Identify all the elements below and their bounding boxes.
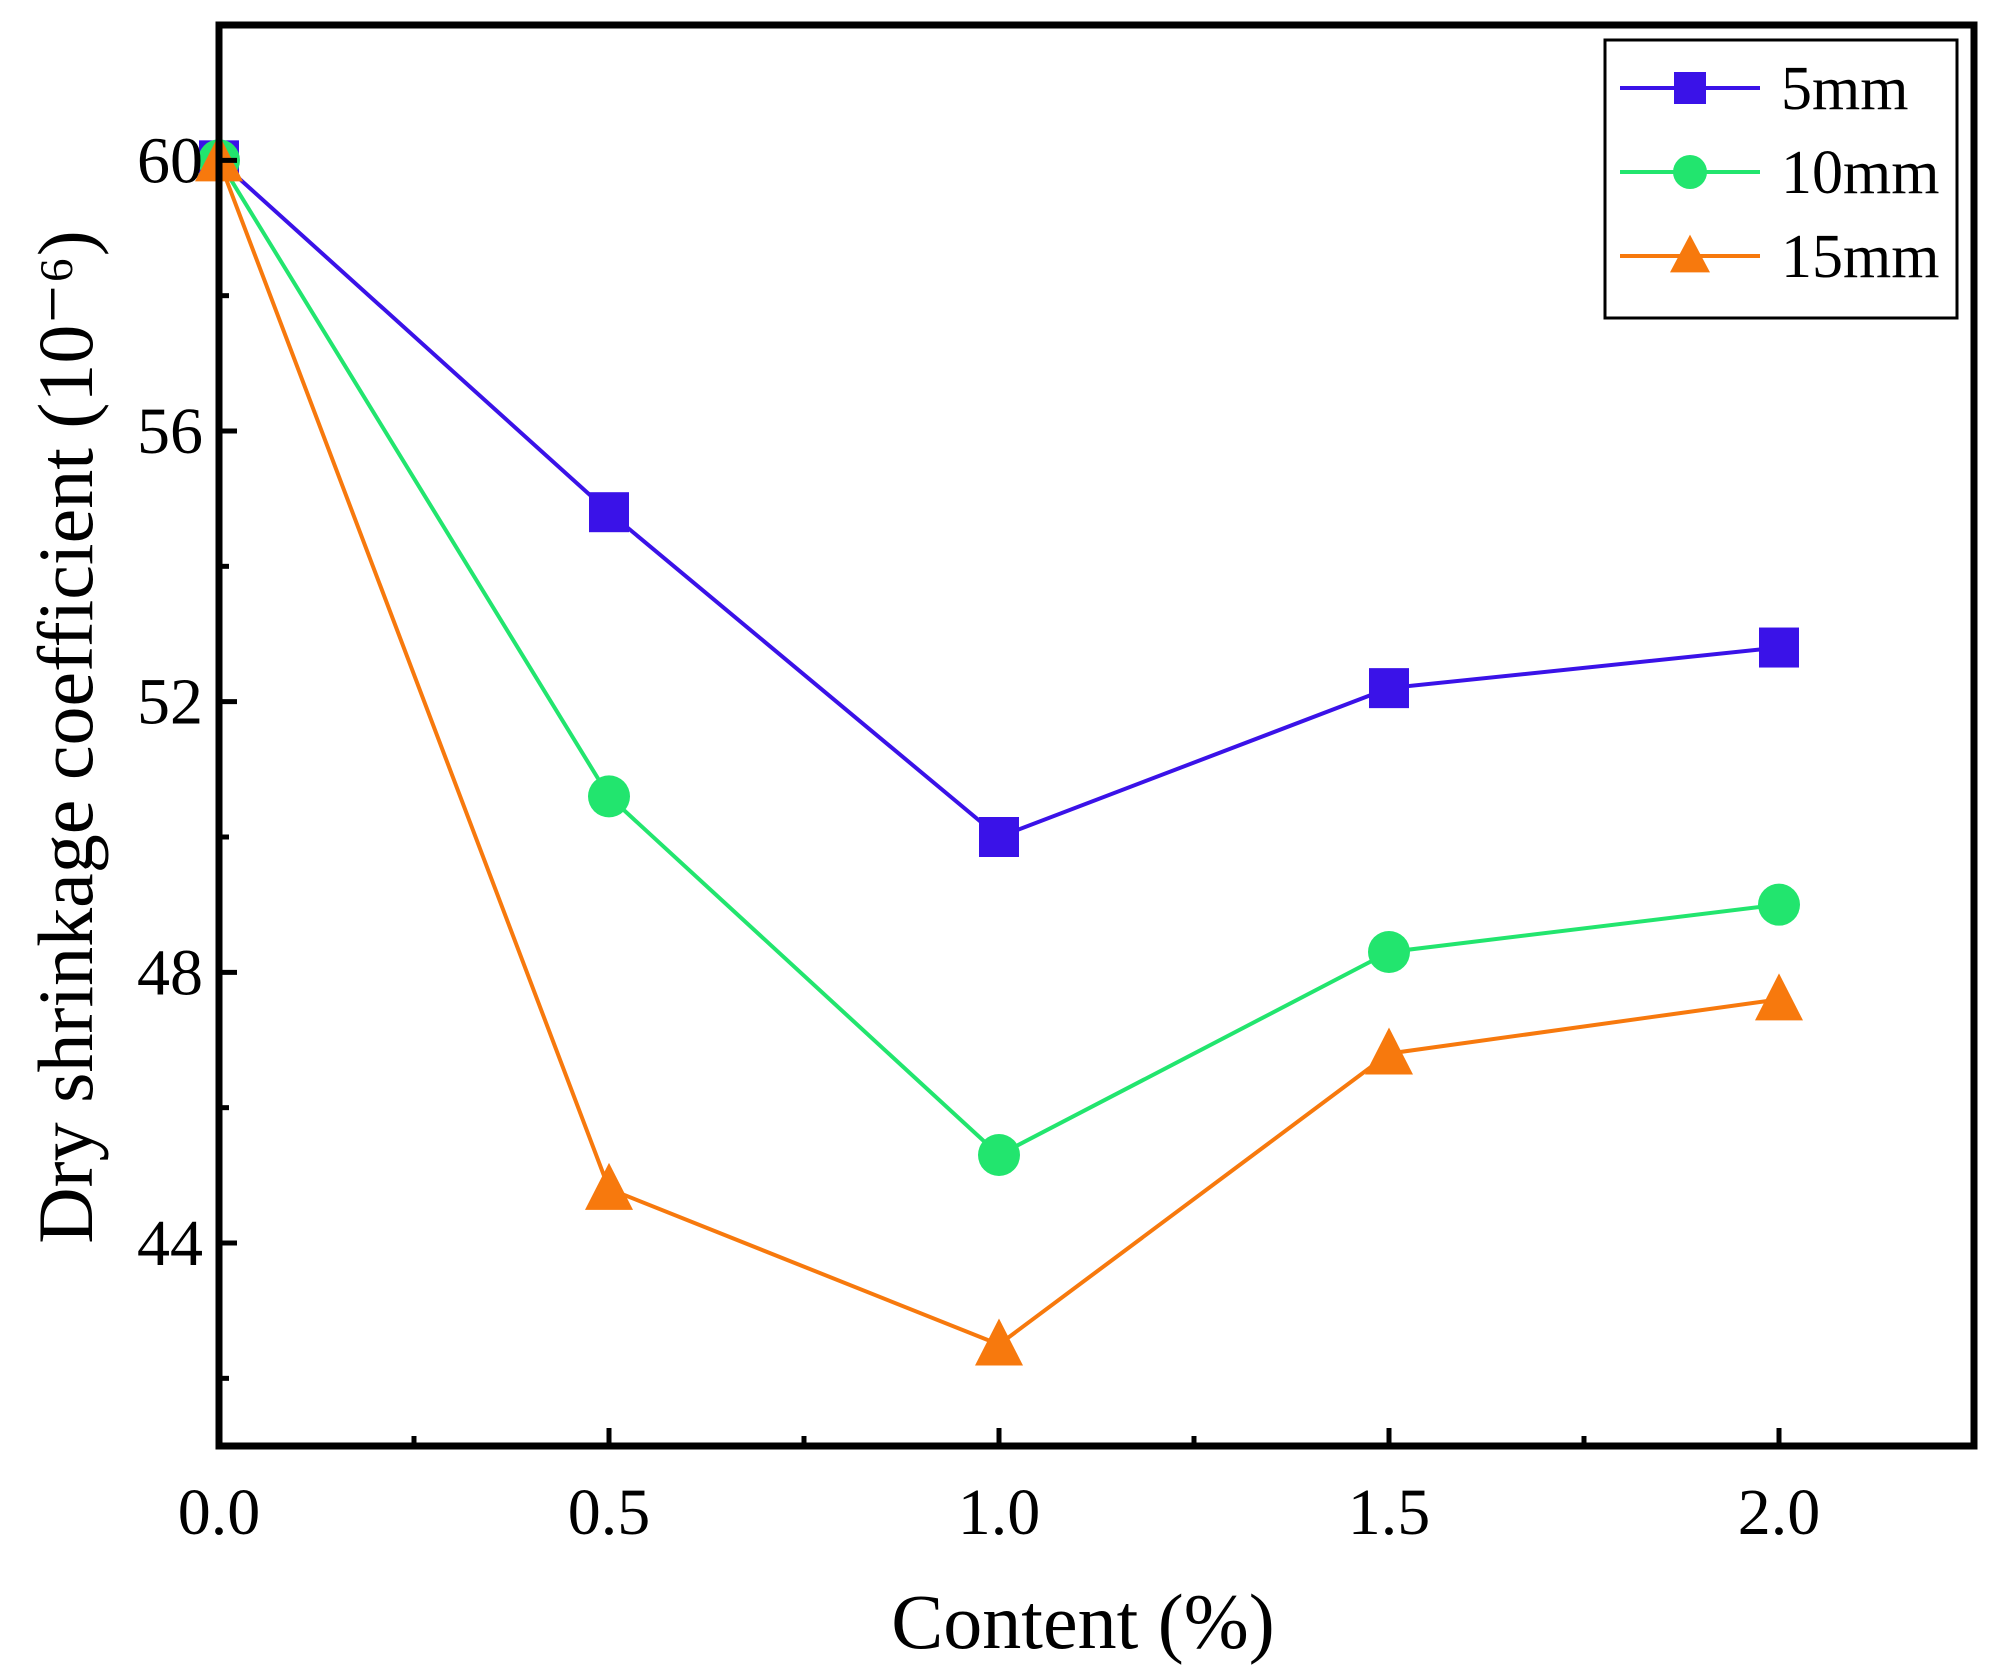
legend-item-15mm: 15mm: [1620, 223, 1939, 291]
x-axis-title: Content (%): [891, 1578, 1274, 1665]
x-tick-label: 2.0: [1738, 1476, 1821, 1549]
y-tick-label: 48: [137, 936, 203, 1009]
data-point-15mm-0.5: [585, 1162, 633, 1210]
legend-marker-10mm: [1673, 155, 1707, 189]
data-point-10mm-1.5: [1368, 931, 1410, 974]
y-tick-label: 56: [137, 395, 203, 468]
y-tick-label: 52: [137, 666, 203, 739]
data-point-10mm-2: [1758, 883, 1800, 926]
legend: 5mm 10mm 15mm: [1603, 38, 1959, 320]
y-axis-title: Dry shrinkage coefficient (10⁻⁶): [22, 230, 109, 1243]
data-point-15mm-2: [1755, 973, 1803, 1021]
legend-marker-15mm: [1670, 234, 1710, 273]
x-tick-label: 1.5: [1348, 1476, 1431, 1549]
data-point-15mm-1.5: [1365, 1027, 1413, 1075]
legend-item-5mm: 5mm: [1620, 55, 1908, 123]
legend-label-5mm: 5mm: [1781, 55, 1908, 123]
data-point-10mm-1: [978, 1134, 1020, 1177]
data-point-5mm-2: [1759, 627, 1799, 668]
legend-label-10mm: 10mm: [1781, 139, 1939, 207]
axes: 0.0 0.5 1.0 1.5 2.0 44 48 52 56 60: [137, 21, 1978, 1549]
data-point-15mm-1: [975, 1318, 1023, 1366]
data-point-5mm-0.5: [589, 492, 629, 533]
data-point-5mm-1.5: [1369, 668, 1409, 709]
legend-marker-5mm: [1674, 72, 1706, 104]
x-tick-label: 0.5: [568, 1476, 651, 1549]
legend-item-10mm: 10mm: [1620, 139, 1939, 207]
data-point-5mm-1: [979, 817, 1019, 857]
legend-label-15mm: 15mm: [1781, 223, 1939, 291]
x-tick-label: 0.0: [178, 1476, 261, 1549]
y-tick-label: 60: [137, 124, 203, 197]
y-tick-label: 44: [137, 1207, 203, 1280]
data-point-10mm-0.5: [588, 775, 630, 818]
plot-frame: [215, 21, 1978, 1450]
x-tick-label: 1.0: [958, 1476, 1041, 1549]
